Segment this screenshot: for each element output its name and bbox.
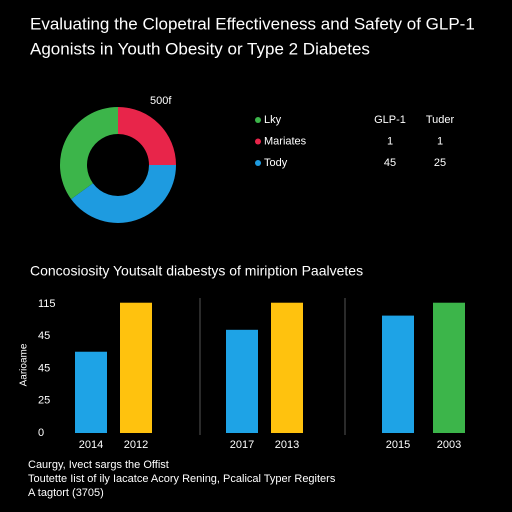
- footer: A tagtort (3705): [28, 487, 104, 499]
- legend-label: Lky: [264, 114, 282, 126]
- bar: [75, 351, 107, 433]
- legend-swatch: [255, 160, 261, 166]
- bar: [271, 302, 303, 433]
- y-tick-label: 0: [38, 427, 44, 439]
- table-cell: 25: [434, 157, 446, 169]
- table-header: Tuder: [426, 114, 455, 126]
- y-tick-label: 115: [38, 298, 56, 310]
- legend-swatch: [255, 138, 261, 145]
- footer: Toutette Iist of ily Iacatce Acory Renin…: [28, 473, 336, 485]
- pie-label: 500f: [150, 95, 172, 107]
- legend-label: Mariates: [264, 135, 307, 147]
- table-cell: 1: [387, 135, 393, 147]
- pie-slice: [60, 107, 118, 200]
- x-tick-label: 2003: [437, 439, 461, 451]
- table-cell: 45: [384, 157, 396, 169]
- footer: Caurgy, Ivect sargs the Offist: [28, 459, 169, 471]
- y-tick-label: 45: [38, 330, 50, 342]
- title: Agonists in Youth Obesity or Type 2 Diab…: [30, 39, 370, 58]
- bar: [433, 302, 465, 433]
- x-tick-label: 2013: [275, 439, 299, 451]
- bar: [226, 329, 258, 433]
- title: Evaluating the Clopetral Effectiveness a…: [30, 14, 475, 33]
- bar: [382, 315, 414, 433]
- table-cell: 1: [437, 135, 443, 147]
- x-tick-label: 2015: [386, 439, 410, 451]
- y-tick-label: 25: [38, 395, 50, 407]
- table-header: GLP-1: [374, 114, 406, 126]
- pie-slice: [118, 107, 176, 165]
- x-tick-label: 2012: [124, 439, 148, 451]
- y-axis-label: Aarioame: [19, 343, 30, 386]
- legend-label: Tody: [264, 157, 288, 169]
- bar: [120, 302, 152, 433]
- y-tick-label: 45: [38, 362, 50, 374]
- chart-title: Concosiosity Youtsalt diabestys of mirip…: [30, 263, 363, 279]
- x-tick-label: 2014: [79, 439, 103, 451]
- legend-swatch: [255, 117, 261, 123]
- pie-slice: [71, 165, 176, 223]
- x-tick-label: 2017: [230, 439, 254, 451]
